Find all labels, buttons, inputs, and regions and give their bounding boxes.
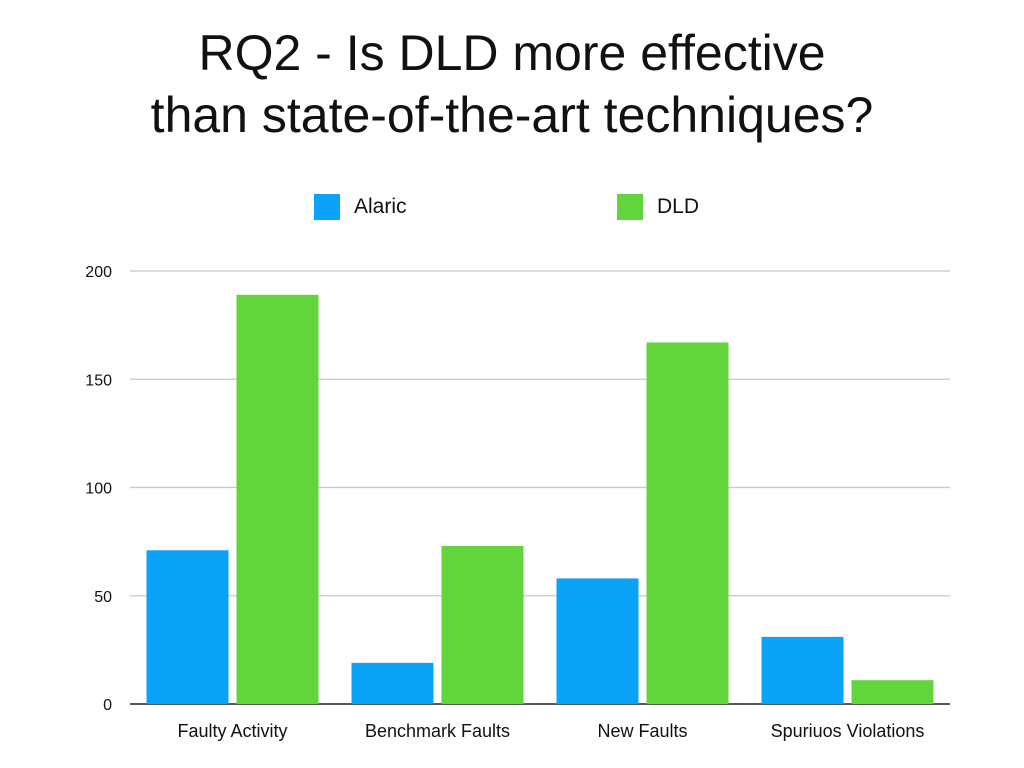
category-label: Faulty Activity [177, 721, 287, 741]
legend-item-alaric: Alaric [314, 194, 407, 220]
legend-label-dld: DLD [657, 195, 700, 218]
category-label: Benchmark Faults [365, 721, 510, 741]
y-tick-label: 50 [94, 589, 112, 606]
bar-alaric-3 [556, 578, 639, 704]
slide-title-line-1: RQ2 - Is DLD more effective [198, 25, 826, 81]
category-label: New Faults [597, 721, 687, 741]
legend-label-alaric: Alaric [354, 195, 407, 218]
bar-alaric-1 [146, 550, 229, 704]
bar-dld-2 [441, 545, 524, 704]
bar-alaric-2 [351, 662, 434, 704]
y-tick-label: 200 [85, 264, 112, 281]
y-tick-label: 100 [85, 481, 112, 498]
legend-swatch-alaric [314, 194, 340, 220]
bar-dld-1 [236, 294, 319, 704]
y-tick-label: 150 [85, 372, 112, 389]
y-tick-label: 0 [103, 697, 112, 714]
category-label: Spuriuos Violations [771, 721, 925, 741]
legend-swatch-dld [617, 194, 643, 220]
bar-dld-3 [646, 342, 729, 704]
legend-item-dld: DLD [617, 194, 699, 220]
bar-dld-4 [851, 680, 934, 704]
slide-title-line-2: than state-of-the-art techniques? [150, 87, 874, 143]
slide-title: RQ2 - Is DLD more effective than state-o… [0, 22, 1024, 146]
bar-alaric-4 [761, 636, 844, 704]
